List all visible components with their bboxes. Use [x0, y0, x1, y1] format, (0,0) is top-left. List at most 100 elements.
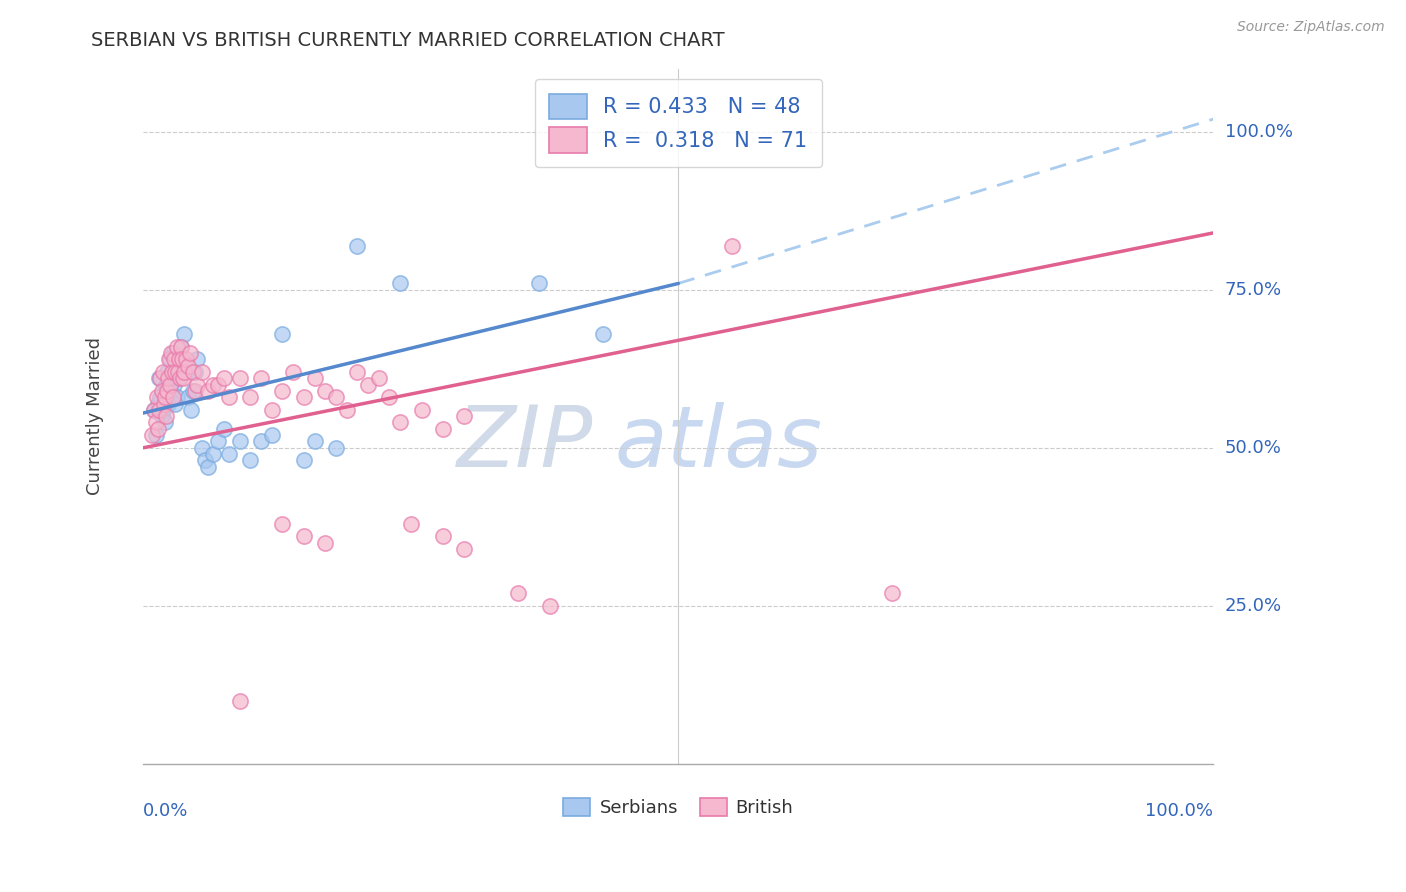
- Point: [336, 402, 359, 417]
- Point: [157, 352, 180, 367]
- Point: [529, 277, 551, 291]
- Point: [148, 422, 170, 436]
- Point: [314, 535, 336, 549]
- Point: [166, 365, 188, 379]
- Point: [148, 371, 170, 385]
- Point: [163, 377, 186, 392]
- Point: [721, 238, 744, 252]
- Point: [389, 277, 412, 291]
- Point: [172, 371, 194, 385]
- Point: [432, 422, 454, 436]
- Point: [239, 390, 262, 404]
- Point: [155, 409, 177, 424]
- Text: 50.0%: 50.0%: [1225, 439, 1281, 457]
- Point: [141, 428, 163, 442]
- Point: [367, 371, 389, 385]
- Point: [191, 441, 214, 455]
- Point: [283, 365, 305, 379]
- Point: [325, 390, 347, 404]
- Point: [165, 365, 187, 379]
- Point: [167, 352, 190, 367]
- Point: [156, 396, 179, 410]
- Point: [260, 402, 283, 417]
- Point: [228, 434, 250, 449]
- Text: 100.0%: 100.0%: [1225, 123, 1292, 141]
- Point: [292, 529, 315, 543]
- Point: [250, 371, 273, 385]
- Point: [166, 371, 188, 385]
- Point: [180, 402, 202, 417]
- Point: [201, 447, 224, 461]
- Point: [432, 529, 454, 543]
- Point: [162, 390, 184, 404]
- Point: [170, 340, 193, 354]
- Point: [159, 377, 181, 392]
- Text: ZIP: ZIP: [457, 402, 593, 485]
- Point: [152, 402, 174, 417]
- Point: [153, 390, 176, 404]
- Point: [148, 396, 170, 410]
- Point: [162, 346, 184, 360]
- Point: [592, 326, 614, 341]
- Text: atlas: atlas: [614, 402, 823, 485]
- Point: [166, 340, 188, 354]
- Point: [228, 371, 250, 385]
- Point: [314, 384, 336, 398]
- Point: [174, 352, 197, 367]
- Point: [156, 371, 179, 385]
- Point: [304, 371, 326, 385]
- Text: 0.0%: 0.0%: [143, 802, 188, 820]
- Point: [207, 377, 229, 392]
- Point: [167, 352, 190, 367]
- Point: [191, 365, 214, 379]
- Point: [212, 371, 235, 385]
- Point: [145, 416, 167, 430]
- Point: [346, 238, 368, 252]
- Point: [160, 346, 183, 360]
- Point: [228, 693, 250, 707]
- Point: [183, 365, 205, 379]
- Point: [146, 390, 169, 404]
- Point: [212, 422, 235, 436]
- Point: [152, 365, 174, 379]
- Point: [186, 352, 208, 367]
- Point: [177, 390, 200, 404]
- Point: [173, 326, 195, 341]
- Point: [148, 402, 170, 417]
- Point: [453, 409, 475, 424]
- Point: [181, 384, 204, 398]
- Point: [399, 516, 422, 531]
- Point: [159, 352, 181, 367]
- Point: [346, 365, 368, 379]
- Point: [152, 396, 174, 410]
- Point: [271, 384, 294, 398]
- Text: 100.0%: 100.0%: [1146, 802, 1213, 820]
- Point: [207, 434, 229, 449]
- Point: [389, 416, 412, 430]
- Point: [143, 402, 166, 417]
- Point: [186, 377, 208, 392]
- Point: [156, 384, 179, 398]
- Point: [197, 384, 219, 398]
- Point: [143, 402, 166, 417]
- Point: [150, 409, 173, 424]
- Point: [183, 384, 205, 398]
- Point: [160, 384, 183, 398]
- Point: [152, 384, 174, 398]
- Point: [160, 365, 183, 379]
- Point: [882, 586, 904, 600]
- Text: Source: ZipAtlas.com: Source: ZipAtlas.com: [1237, 20, 1385, 34]
- Point: [538, 599, 561, 613]
- Point: [325, 441, 347, 455]
- Point: [218, 390, 240, 404]
- Point: [160, 365, 183, 379]
- Point: [260, 428, 283, 442]
- Point: [197, 459, 219, 474]
- Point: [250, 434, 273, 449]
- Point: [145, 428, 167, 442]
- Point: [174, 365, 197, 379]
- Point: [194, 453, 217, 467]
- Point: [153, 416, 176, 430]
- Point: [304, 434, 326, 449]
- Point: [155, 377, 177, 392]
